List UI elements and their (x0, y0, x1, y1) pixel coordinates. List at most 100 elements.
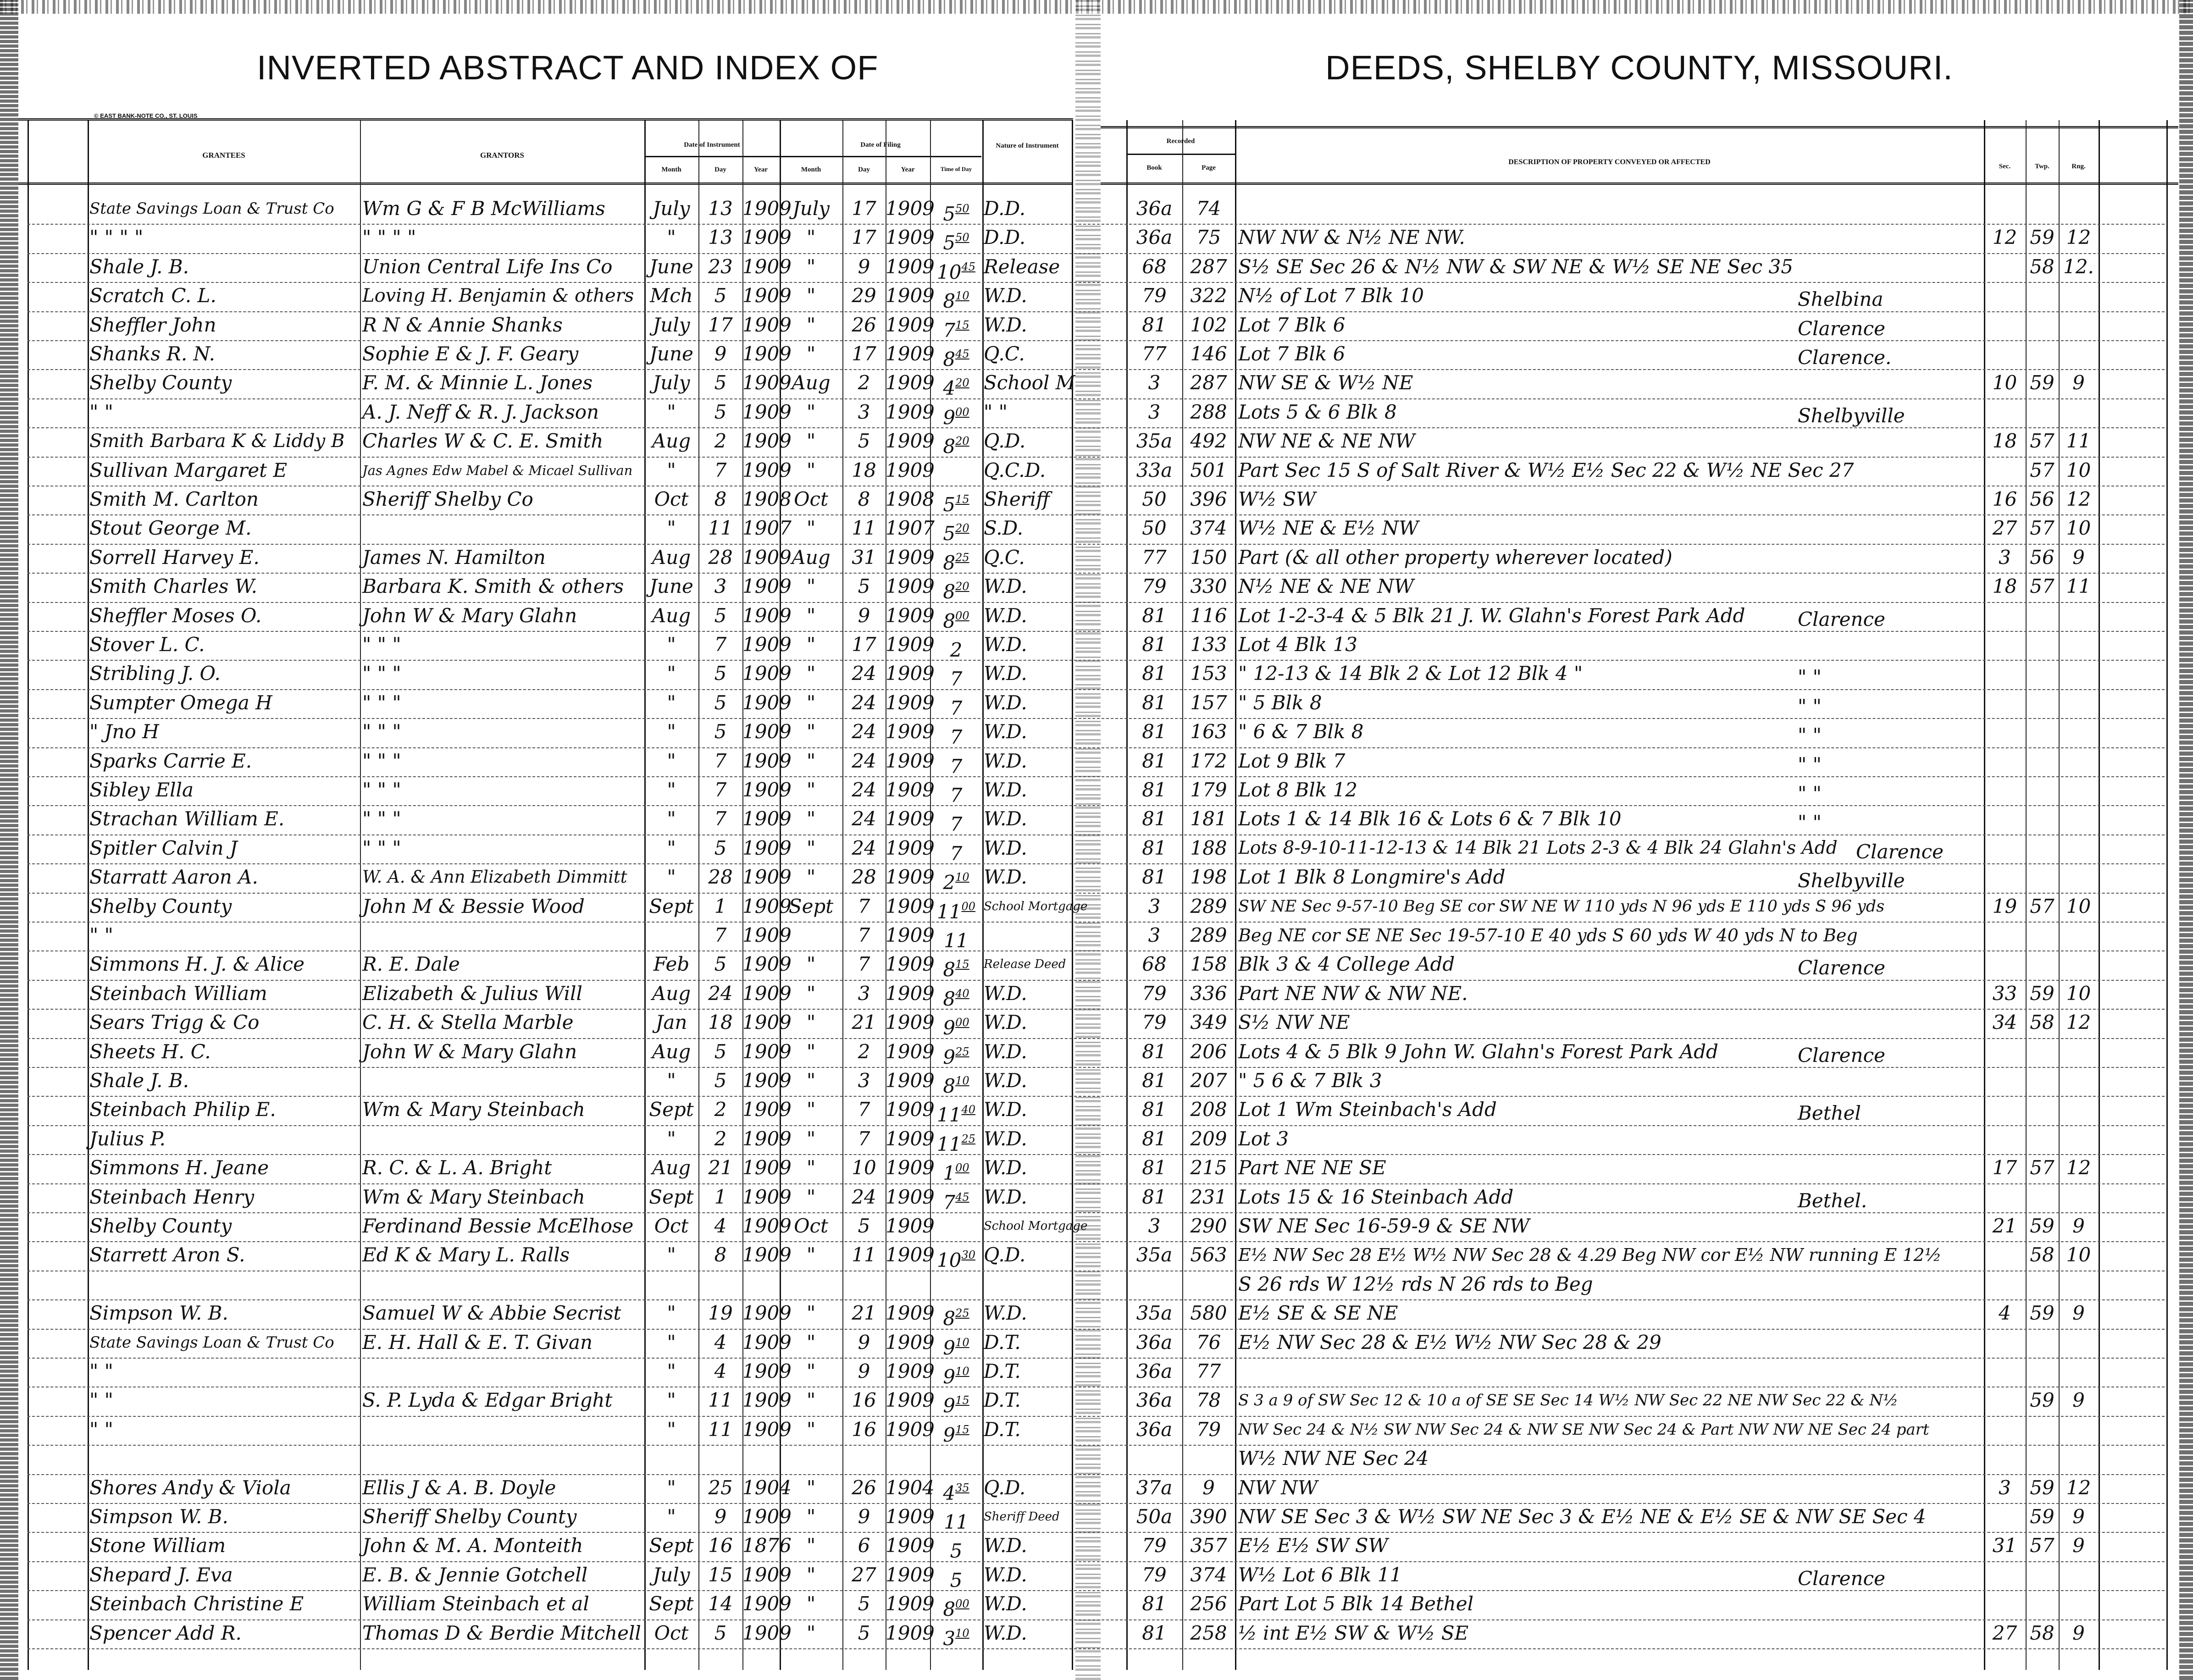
row-rule (28, 1009, 2165, 1010)
instrument-year: 1909 (742, 343, 792, 365)
filing-hour: 5 (943, 522, 956, 545)
row-rule (28, 1328, 2165, 1330)
range: 12. (2063, 255, 2094, 278)
filing-hour: 2 (950, 639, 963, 661)
col-header-page: Page (1202, 164, 1216, 171)
filing-month: " (806, 284, 816, 307)
header-top-rule-right (1101, 126, 2178, 128)
nature-of-instrument: W.D. (984, 1156, 1027, 1179)
grantor: Ed K & Mary L. Ralls (362, 1243, 570, 1266)
instrument-day: 9 (714, 343, 727, 365)
filing-day: 31 (852, 546, 876, 569)
section: 27 (1992, 1621, 2017, 1644)
recorded-book: 33a (1136, 459, 1173, 481)
instrument-year: 1909 (742, 749, 792, 772)
instrument-month: July (653, 197, 690, 220)
row-rule (28, 1648, 2165, 1649)
property-description: NW NW & N½ NE NW. (1238, 226, 1465, 249)
recorded-book: 79 (1142, 1534, 1167, 1557)
grantee: " " (89, 1360, 113, 1382)
filing-year: 1909 (886, 1389, 935, 1412)
filing-hour: 8 (943, 1307, 956, 1330)
property-description: " 12-13 & 14 Blk 2 & Lot 12 Blk 4 " (1238, 662, 1583, 685)
township: 58 (2030, 1621, 2055, 1644)
township: 59 (2030, 371, 2055, 394)
grantor: R. C. & L. A. Bright (362, 1156, 552, 1179)
instrument-month: " (667, 1476, 676, 1499)
section: 18 (1992, 575, 2017, 598)
nature-of-instrument: W.D. (984, 1069, 1027, 1092)
grantor: Ferdinand Bessie McElhose (362, 1215, 634, 1237)
instrument-month: Sept (649, 1534, 694, 1557)
filing-hour: 10 (937, 260, 962, 283)
recorded-page: 188 (1190, 836, 1227, 859)
property-description: W½ Lot 6 Blk 11 (1238, 1563, 1402, 1586)
filing-minutes: 00 (955, 405, 969, 419)
filing-hour: 7 (950, 813, 963, 836)
row-rule (28, 718, 2165, 719)
instrument-month: " (667, 807, 676, 830)
nature-of-instrument: W.D. (984, 720, 1027, 743)
range: 9 (2072, 1389, 2085, 1412)
row-rule (28, 514, 2165, 516)
row-rule (28, 1241, 2165, 1243)
instrument-year: 1909 (742, 1185, 792, 1208)
grantor: R. E. Dale (362, 953, 460, 976)
filing-month: " (806, 1331, 816, 1354)
row-rule (28, 1415, 2165, 1417)
filing-day: 18 (852, 459, 876, 481)
row-rule (28, 1096, 2165, 1097)
filing-year: 1909 (886, 371, 935, 394)
section: 10 (1992, 371, 2017, 394)
nature-of-instrument: D.T. (984, 1389, 1021, 1412)
grantee: Strachan William E. (89, 807, 285, 830)
filing-year: 1909 (886, 1098, 935, 1121)
grantee: State Savings Loan & Trust Co (89, 1333, 334, 1352)
filing-minutes: 10 (955, 1074, 969, 1087)
filing-time: 310 (930, 1619, 982, 1652)
filing-month: " (806, 1505, 816, 1528)
township: 59 (2030, 1215, 2055, 1237)
recorded-book: 36a (1136, 226, 1173, 249)
filing-time: 915 (930, 1387, 982, 1420)
instrument-day: 4 (714, 1331, 727, 1354)
grantee: Shepard J. Eva (89, 1563, 233, 1586)
filing-time: 840 (930, 980, 982, 1013)
column-rule (1182, 120, 1183, 1670)
township: 59 (2030, 1389, 2055, 1412)
property-description: N½ of Lot 7 Blk 10 (1238, 284, 1424, 307)
range: 12 (2066, 1476, 2091, 1499)
filing-time: 2 (930, 631, 982, 664)
instrument-day: 15 (708, 1563, 733, 1586)
filing-hour: 4 (943, 1481, 956, 1504)
town-name: Clarence (1856, 840, 1944, 863)
recorded-page: 163 (1190, 720, 1227, 743)
instrument-month: " (667, 662, 676, 685)
range: 12 (2066, 488, 2091, 510)
grantee: Shale J. B. (89, 1069, 189, 1092)
grantee: Sibley Ella (89, 779, 194, 801)
instrument-month: Feb (653, 953, 690, 976)
instrument-day: 28 (708, 546, 733, 569)
filing-hour: 3 (943, 1627, 956, 1650)
property-description: Part NE NE SE (1238, 1156, 1386, 1179)
grantee: Sheffler John (89, 313, 216, 336)
instrument-day: 11 (708, 1418, 733, 1441)
township: 57 (2030, 575, 2055, 598)
col-header-recorded: Recorded (1166, 138, 1195, 145)
filing-day: 6 (858, 1534, 870, 1557)
instrument-month: Aug (652, 1040, 691, 1063)
filing-month: " (806, 1418, 816, 1441)
instrument-day: 21 (708, 1156, 733, 1179)
filing-hour: 9 (943, 1017, 956, 1039)
filing-day: 24 (852, 749, 876, 772)
filing-hour: 7 (950, 784, 963, 807)
range: 9 (2072, 1215, 2085, 1237)
filing-minutes: 25 (955, 1307, 969, 1320)
instrument-year: 1909 (742, 604, 792, 627)
col-header-description: DESCRIPTION OF PROPERTY CONVEYED OR AFFE… (1508, 158, 1711, 166)
filing-year: 1909 (886, 1215, 935, 1237)
filing-month: " (806, 1011, 816, 1034)
township: 59 (2030, 1505, 2055, 1528)
filing-year: 1909 (886, 924, 935, 946)
